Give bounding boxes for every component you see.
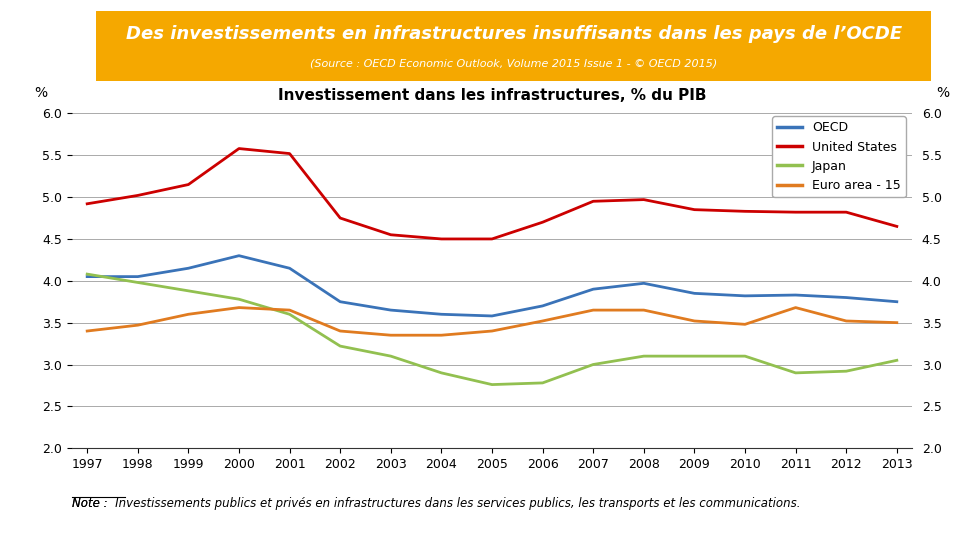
Euro area - 15 (891, 319, 902, 326)
Japan (385, 353, 396, 359)
Euro area - 15 (436, 332, 447, 339)
Title: Investissement dans les infrastructures, % du PIB: Investissement dans les infrastructures,… (277, 87, 707, 103)
Euro area - 15 (790, 305, 802, 311)
United States (688, 206, 700, 213)
Japan (588, 361, 599, 368)
United States (588, 198, 599, 205)
Text: Note :: Note : (72, 497, 108, 510)
OECD (82, 273, 93, 280)
OECD (588, 286, 599, 292)
OECD (790, 292, 802, 298)
Euro area - 15 (486, 328, 497, 334)
Euro area - 15 (638, 307, 650, 313)
Legend: OECD, United States, Japan, Euro area - 15: OECD, United States, Japan, Euro area - … (772, 116, 905, 197)
Japan (436, 369, 447, 376)
United States (436, 235, 447, 242)
Line: Euro area - 15: Euro area - 15 (87, 308, 897, 335)
Line: Japan: Japan (87, 274, 897, 384)
Euro area - 15 (537, 318, 548, 324)
OECD (334, 299, 346, 305)
Japan (82, 271, 93, 278)
OECD (840, 294, 852, 301)
OECD (233, 252, 245, 259)
Euro area - 15 (233, 305, 245, 311)
OECD (638, 280, 650, 287)
Japan (739, 353, 751, 359)
United States (284, 150, 296, 157)
United States (739, 208, 751, 214)
Japan (334, 343, 346, 349)
Japan (688, 353, 700, 359)
Japan (284, 311, 296, 318)
Text: Note :  Investissements publics et privés en infrastructures dans les services p: Note : Investissements publics et privés… (72, 497, 801, 510)
OECD (486, 313, 497, 319)
Euro area - 15 (132, 322, 144, 328)
United States (790, 209, 802, 215)
Line: OECD: OECD (87, 255, 897, 316)
Japan (537, 380, 548, 386)
Euro area - 15 (385, 332, 396, 339)
United States (638, 197, 650, 203)
United States (385, 232, 396, 238)
Text: (Source : OECD Economic Outlook, Volume 2015 Issue 1 - © OECD 2015): (Source : OECD Economic Outlook, Volume … (310, 58, 717, 69)
Japan (891, 357, 902, 363)
OECD (132, 273, 144, 280)
Japan (840, 368, 852, 374)
Euro area - 15 (840, 318, 852, 324)
OECD (284, 265, 296, 272)
United States (82, 200, 93, 207)
Text: Des investissements en infrastructures insuffisants dans les pays de l’OCDE: Des investissements en infrastructures i… (126, 25, 901, 43)
Euro area - 15 (588, 307, 599, 313)
Japan (132, 279, 144, 286)
Text: %: % (35, 86, 47, 100)
FancyBboxPatch shape (96, 11, 931, 81)
United States (132, 192, 144, 199)
Japan (638, 353, 650, 359)
United States (233, 145, 245, 152)
Japan (233, 296, 245, 302)
OECD (537, 302, 548, 309)
Euro area - 15 (688, 318, 700, 324)
United States (182, 181, 194, 188)
OECD (688, 290, 700, 296)
OECD (891, 299, 902, 305)
Line: United States: United States (87, 148, 897, 239)
Euro area - 15 (82, 328, 93, 334)
OECD (436, 311, 447, 318)
Japan (486, 381, 497, 388)
Euro area - 15 (334, 328, 346, 334)
Japan (182, 288, 194, 294)
United States (840, 209, 852, 215)
OECD (182, 265, 194, 272)
OECD (739, 293, 751, 299)
United States (537, 219, 548, 225)
United States (486, 235, 497, 242)
Japan (790, 369, 802, 376)
Euro area - 15 (284, 307, 296, 313)
Text: %: % (937, 86, 949, 100)
Euro area - 15 (739, 321, 751, 328)
United States (891, 223, 902, 230)
OECD (385, 307, 396, 313)
Euro area - 15 (182, 311, 194, 318)
United States (334, 215, 346, 221)
